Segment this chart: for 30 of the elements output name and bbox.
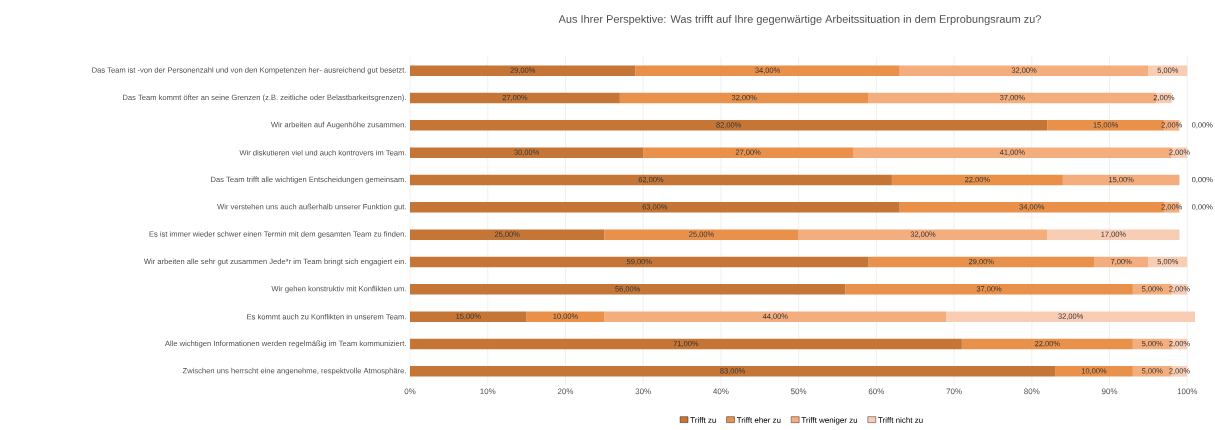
bar: [845, 284, 1133, 295]
bar: [961, 338, 1133, 350]
bar: [410, 256, 869, 268]
bar: [410, 92, 620, 104]
bar: [410, 202, 900, 213]
bar: [410, 311, 527, 322]
bar: [868, 256, 1094, 268]
bar: [410, 65, 636, 76]
bar: [526, 311, 605, 322]
bar: [410, 174, 892, 186]
bar: [410, 120, 1048, 131]
bar: [899, 65, 1149, 76]
bar: [1062, 174, 1180, 186]
bar: [604, 311, 947, 322]
bar: [410, 229, 605, 240]
bar: [635, 65, 900, 76]
bar: [410, 284, 846, 295]
bar: [619, 92, 869, 104]
bar: [604, 229, 799, 240]
bar: [798, 229, 1048, 240]
bar: [1055, 366, 1133, 377]
bar: [643, 147, 854, 158]
bar: [946, 311, 1196, 322]
bar: [410, 366, 1056, 377]
bar: [891, 174, 1063, 186]
chart-title: Aus Ihrer Perspektive: Was trifft auf Ihre gegenwärtige Arbeitssituation in dem Erprobungsraum zu?: [558, 14, 1041, 26]
bar: [1047, 229, 1180, 240]
bar: [1148, 65, 1188, 76]
bar: [410, 338, 962, 350]
bar: [410, 147, 644, 158]
